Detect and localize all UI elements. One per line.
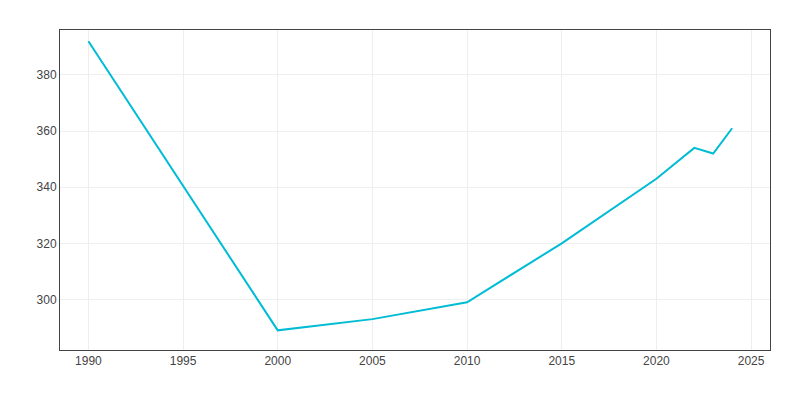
svg-text:2010: 2010 [454,354,481,368]
svg-text:2020: 2020 [643,354,670,368]
svg-text:320: 320 [37,237,57,251]
svg-text:2015: 2015 [548,354,575,368]
svg-text:1990: 1990 [75,354,102,368]
svg-text:360: 360 [37,124,57,138]
svg-text:1995: 1995 [170,354,197,368]
svg-text:2000: 2000 [264,354,291,368]
svg-text:2025: 2025 [738,354,765,368]
svg-text:300: 300 [37,293,57,307]
svg-text:380: 380 [37,68,57,82]
svg-text:340: 340 [37,180,57,194]
svg-text:2005: 2005 [359,354,386,368]
